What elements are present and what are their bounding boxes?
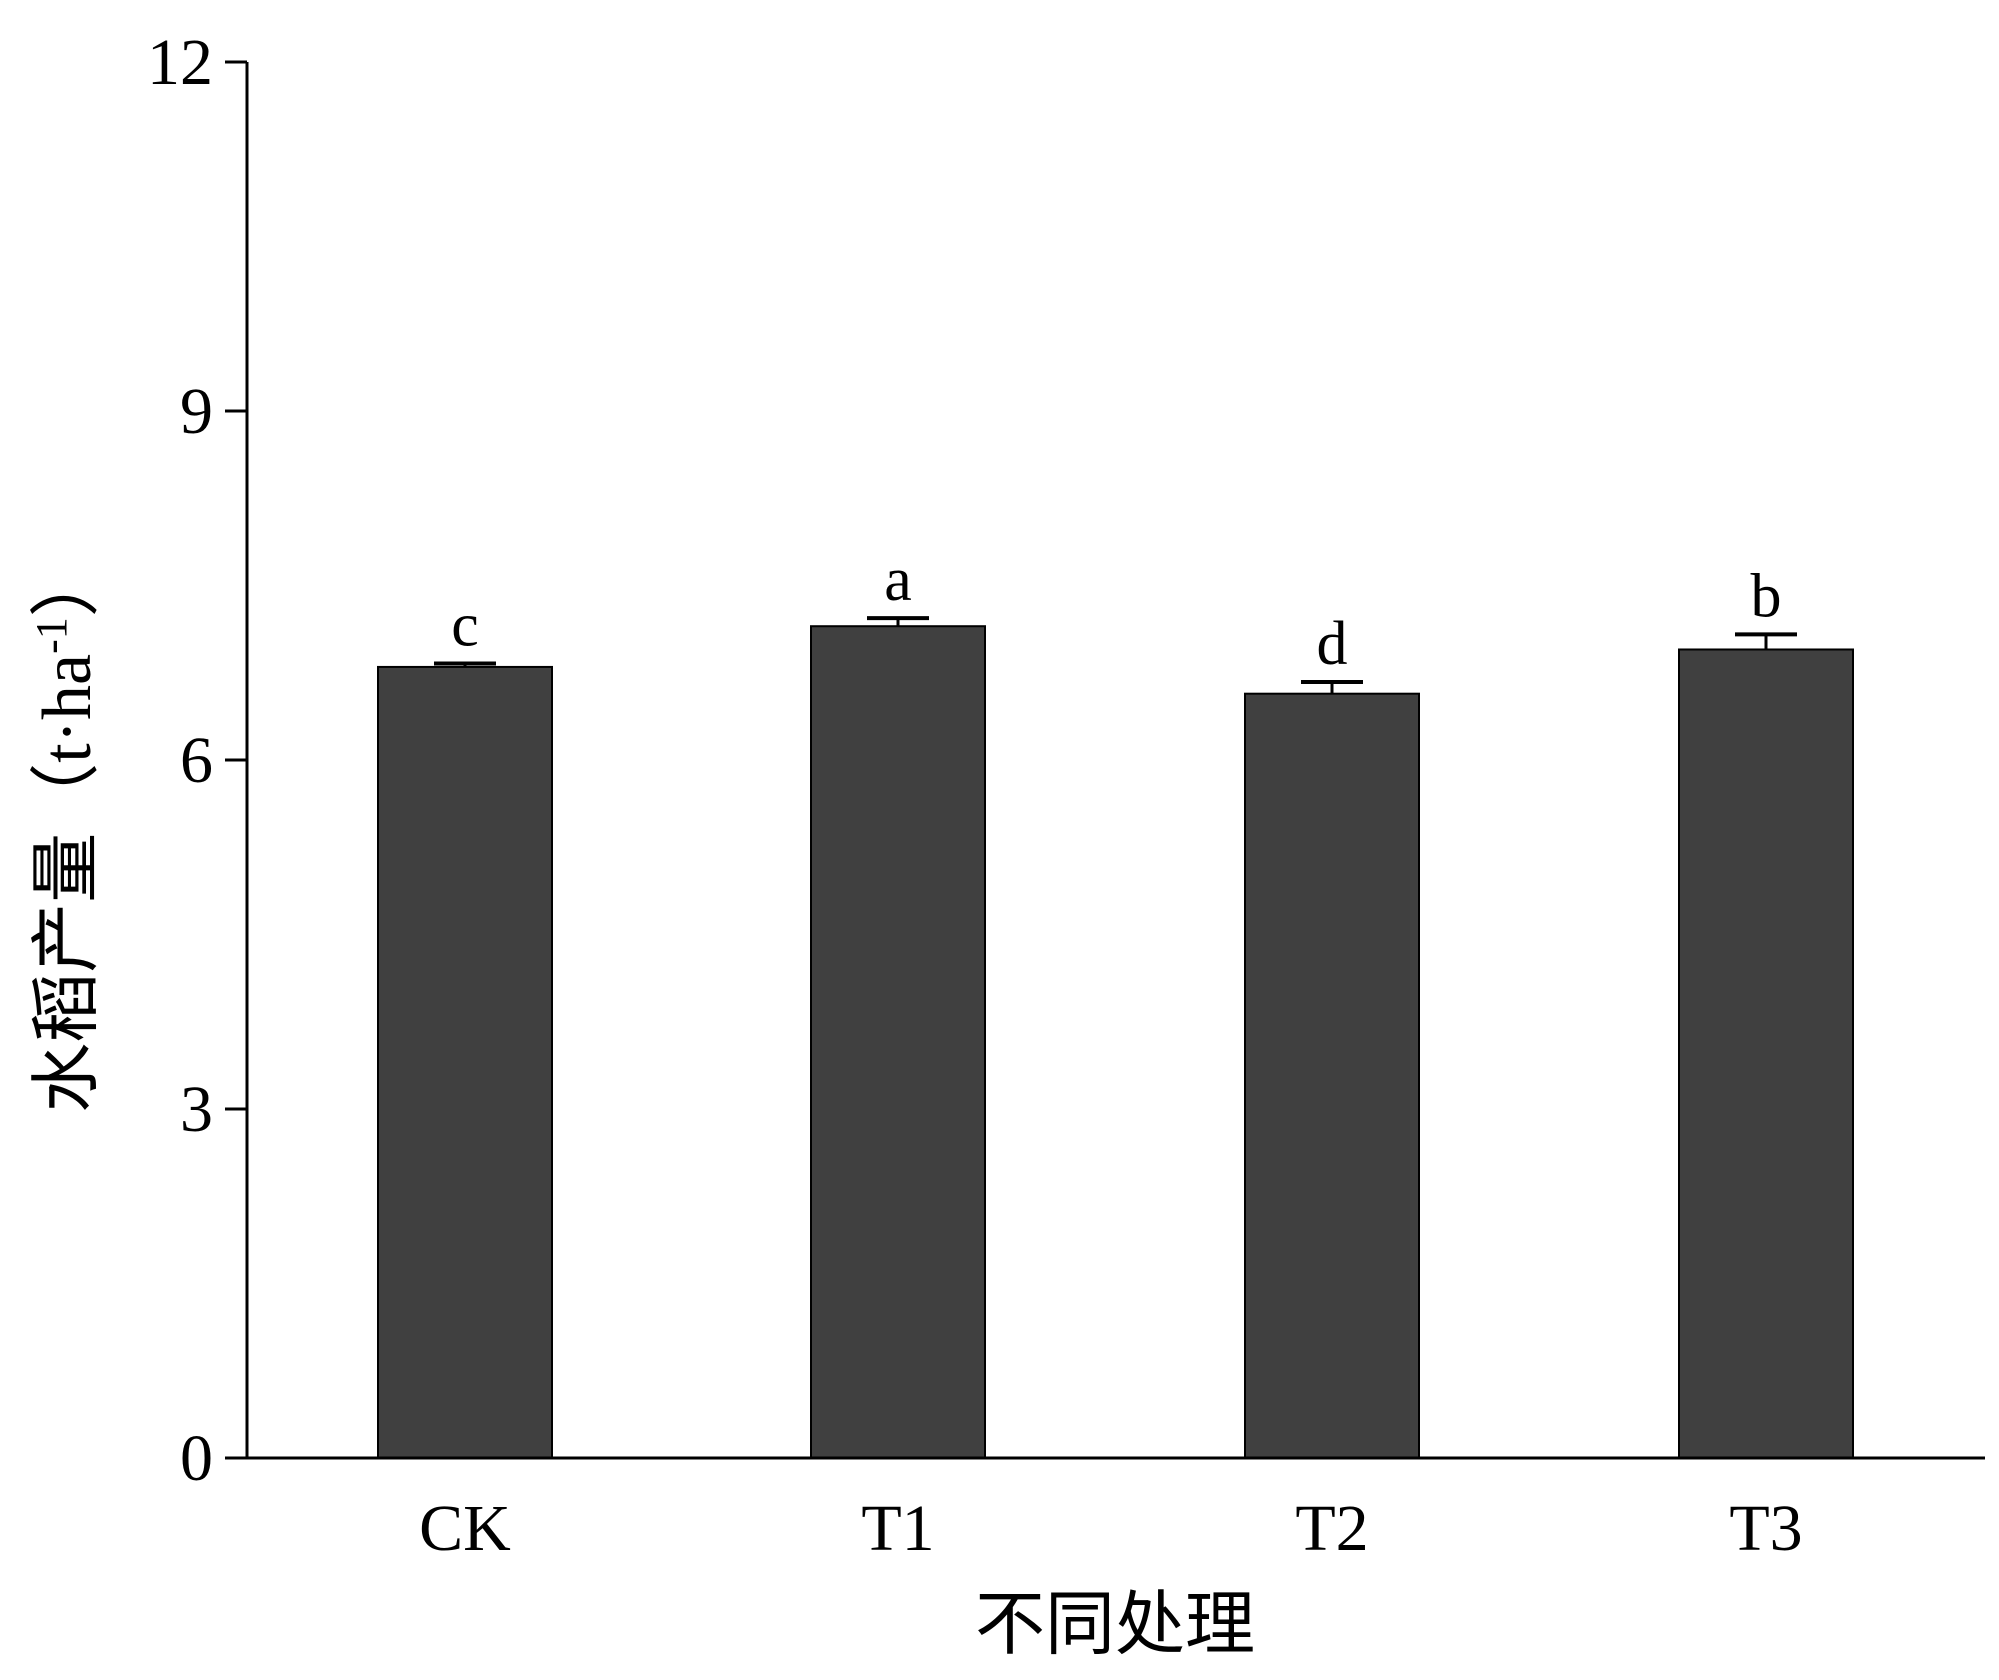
y-axis-title-superscript: -1 — [27, 617, 76, 654]
bar-t1 — [810, 625, 986, 1459]
significance-label-ck: c — [451, 591, 479, 659]
x-tick-label-t1: T1 — [861, 1492, 934, 1565]
bar-ck — [377, 665, 553, 1459]
y-tick-label: 3 — [180, 1073, 213, 1146]
x-tick-label-ck: CK — [419, 1492, 511, 1565]
y-axis-ticks: 0 3 6 9 12 — [147, 26, 247, 1495]
y-axis-title: 水稻产量（t·ha-1） — [27, 547, 106, 1112]
y-axis-title-main: 水稻产量（t·ha — [29, 654, 106, 1113]
significance-label-t2: d — [1317, 610, 1348, 678]
y-tick-label: 0 — [180, 1422, 213, 1495]
y-tick-label: 6 — [180, 724, 213, 797]
significance-label-t1: a — [884, 546, 912, 614]
x-tick-label-t2: T2 — [1295, 1492, 1368, 1565]
bar-t3 — [1678, 648, 1854, 1459]
y-tick-label: 9 — [180, 375, 213, 448]
x-tick-label-t3: T3 — [1729, 1492, 1802, 1565]
y-tick-label: 12 — [147, 26, 213, 99]
bar-t2 — [1244, 692, 1420, 1459]
chart-marks: c CK a T1 d T2 b T3 — [377, 546, 1854, 1565]
y-axis-title-close: ） — [29, 547, 106, 617]
x-axis-title: 不同处理 — [975, 1587, 1255, 1664]
significance-label-t3: b — [1751, 562, 1782, 630]
